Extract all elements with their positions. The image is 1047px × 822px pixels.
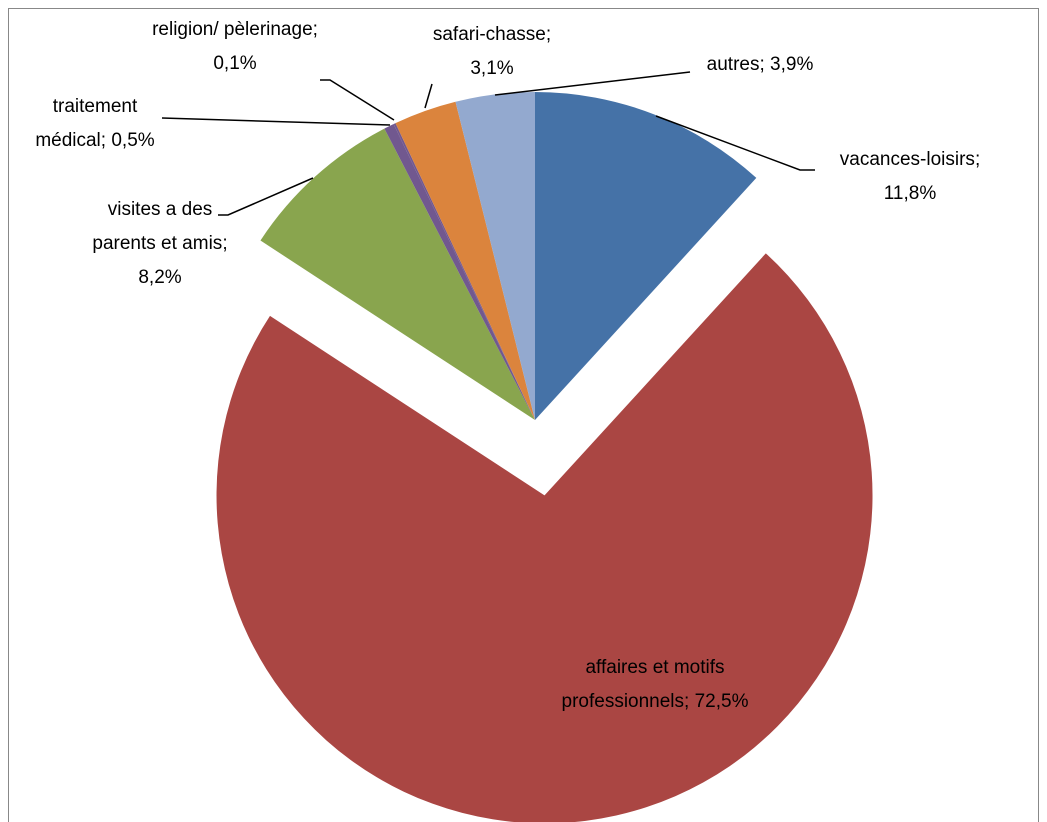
pie-slice — [216, 253, 873, 822]
data-label: visites a des parents et amis; 8,2% — [80, 193, 240, 295]
label-separator: ; — [759, 54, 771, 75]
label-separator: ; — [974, 149, 981, 170]
category-label: traitement médical — [35, 96, 138, 151]
data-label: religion/ pèlerinage; 0,1% — [150, 13, 320, 81]
pie-slice — [535, 92, 757, 420]
leader-line — [494, 71, 691, 96]
label-separator: ; — [545, 24, 552, 45]
leader-line — [218, 177, 314, 216]
data-label: vacances-loisirs; 11,8% — [820, 143, 1000, 211]
label-separator: ; — [222, 233, 228, 254]
value-label: 3,1% — [470, 58, 514, 79]
category-label: vacances-loisirs — [839, 149, 975, 170]
category-label: visites a des parents et amis — [92, 199, 223, 254]
category-label: safari-chasse — [432, 24, 546, 45]
data-label: affaires et motifs professionnels; 72,5% — [555, 651, 755, 719]
leader-line — [320, 79, 395, 121]
category-label: affaires et motifs professionnels — [561, 657, 725, 712]
data-label: traitement médical; 0,5% — [25, 90, 165, 158]
leader-line — [161, 117, 391, 126]
pie-slice — [384, 124, 535, 421]
pie-slice — [395, 101, 535, 421]
value-label: 3,9% — [770, 54, 814, 75]
data-label: autres; 3,9% — [660, 48, 860, 82]
value-label: 72,5% — [694, 691, 749, 712]
pie-slice — [393, 123, 535, 420]
value-label: 0,1% — [213, 53, 257, 74]
leader-lines — [161, 71, 815, 216]
label-separator: ; — [684, 691, 695, 712]
category-label: autres — [706, 54, 760, 75]
leader-line — [655, 115, 815, 171]
value-label: 11,8% — [883, 183, 937, 204]
data-label: safari-chasse; 3,1% — [422, 18, 562, 86]
leader-line — [424, 83, 433, 109]
pie-slice — [455, 92, 535, 420]
category-label: religion/ pèlerinage — [152, 19, 313, 40]
pie-slice — [260, 128, 535, 420]
label-separator: ; — [312, 19, 318, 40]
label-separator: ; — [100, 130, 112, 151]
value-label: 0,5% — [111, 130, 155, 151]
value-label: 8,2% — [138, 267, 182, 288]
